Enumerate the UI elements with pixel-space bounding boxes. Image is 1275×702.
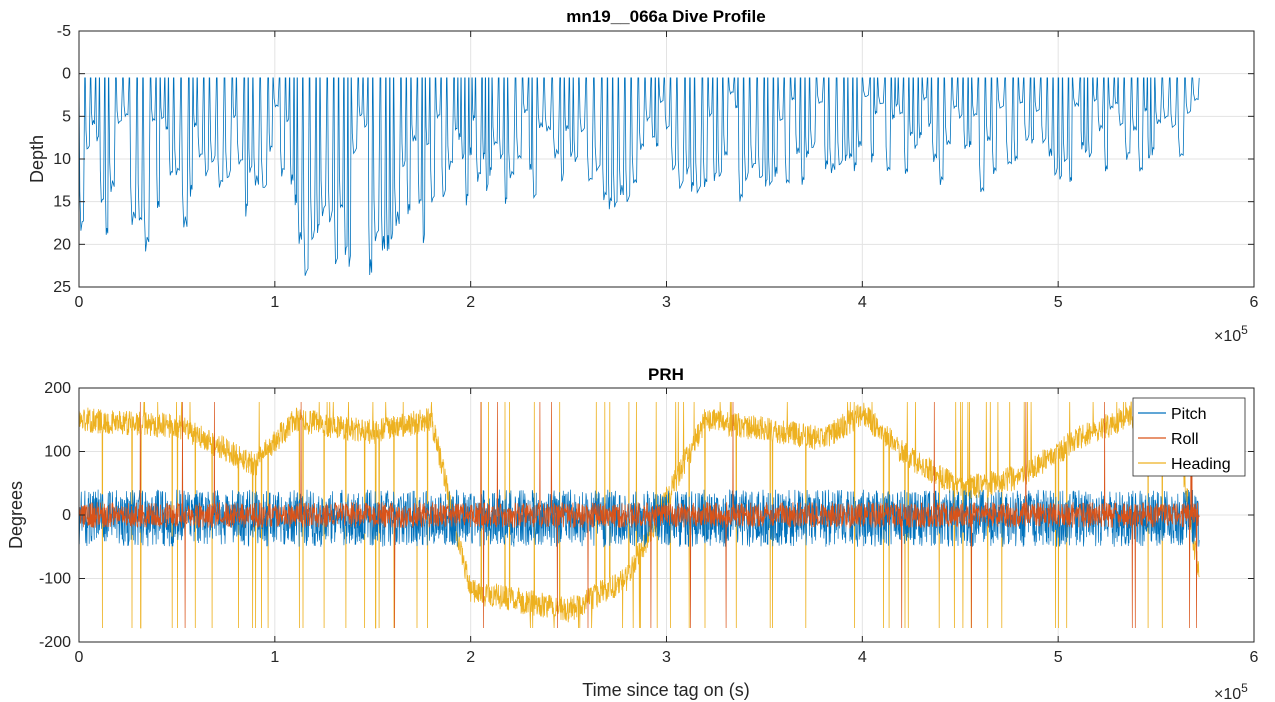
prh-y-tick-label: 0: [62, 507, 71, 524]
dive-profile-y-tick-label: 5: [62, 108, 71, 125]
prh-x-tick-label: 5: [1054, 649, 1063, 666]
prh-y-tick-label: 200: [44, 380, 71, 397]
dive-profile-x-tick-label: 5: [1054, 294, 1063, 311]
depth-series-line: [78, 77, 1200, 276]
prh-title: PRH: [648, 365, 684, 384]
dive-profile-x-tick-label: 6: [1250, 294, 1259, 311]
dive-profile-x-tick-label: 1: [270, 294, 279, 311]
dive-profile-y-tick-label: -5: [57, 23, 71, 40]
dive-profile-x-exponent: ×105: [1214, 323, 1248, 345]
prh-x-exponent: ×105: [1214, 681, 1248, 702]
prh-x-tick-label: 4: [858, 649, 867, 666]
dive-profile-x-tick-label: 2: [466, 294, 475, 311]
dive-profile-x-tick-label: 4: [858, 294, 867, 311]
prh-series: [78, 401, 1200, 629]
heading-series-line: [78, 401, 1200, 629]
dive-profile-title: mn19__066a Dive Profile: [566, 7, 765, 26]
roll-series-line: [78, 401, 1200, 629]
dive-profile-grid: [79, 31, 1254, 287]
prh-x-tick-label: 1: [270, 649, 279, 666]
dive-profile-y-tick-label: 10: [53, 151, 71, 168]
prh-x-label: Time since tag on (s): [582, 680, 749, 700]
prh-x-tick-label: 6: [1250, 649, 1259, 666]
prh-y-label: Degrees: [6, 481, 26, 549]
dive-profile-x-tick-label: 0: [75, 294, 84, 311]
prh-y-tick-label: -200: [39, 634, 71, 651]
legend-label-heading: Heading: [1171, 456, 1231, 473]
prh-legend: Pitch Roll Heading: [1132, 397, 1246, 477]
prh-axes: 0 1 2 3 4 5 6 -200 -100 0 100 200 PRH Degrees Time …: [6, 365, 1259, 702]
prh-y-tick-label: 100: [44, 444, 71, 461]
dive-profile-series: [78, 77, 1200, 276]
prh-x-tick-label: 0: [75, 649, 84, 666]
dive-profile-y-label: Depth: [27, 135, 47, 183]
dive-profile-ticks: 0 1 2 3 4 5 6 -5 0 5 10 15 20 25: [53, 23, 1258, 311]
legend-label-pitch: Pitch: [1171, 406, 1207, 423]
dive-profile-y-tick-label: 0: [62, 66, 71, 83]
dive-profile-x-tick-label: 3: [662, 294, 671, 311]
dive-profile-axes: 0 1 2 3 4 5 6 -5 0 5 10 15 20 25 mn19__066a Dive Prof…: [27, 7, 1259, 345]
dive-profile-y-tick-label: 25: [53, 279, 71, 296]
prh-y-tick-label: -100: [39, 571, 71, 588]
dive-profile-y-tick-label: 15: [53, 194, 71, 211]
prh-ticks: 0 1 2 3 4 5 6 -200 -100 0 100 200: [39, 380, 1259, 666]
prh-x-tick-label: 2: [466, 649, 475, 666]
legend-label-roll: Roll: [1171, 431, 1199, 448]
prh-x-tick-label: 3: [662, 649, 671, 666]
dive-profile-y-tick-label: 20: [53, 236, 71, 253]
